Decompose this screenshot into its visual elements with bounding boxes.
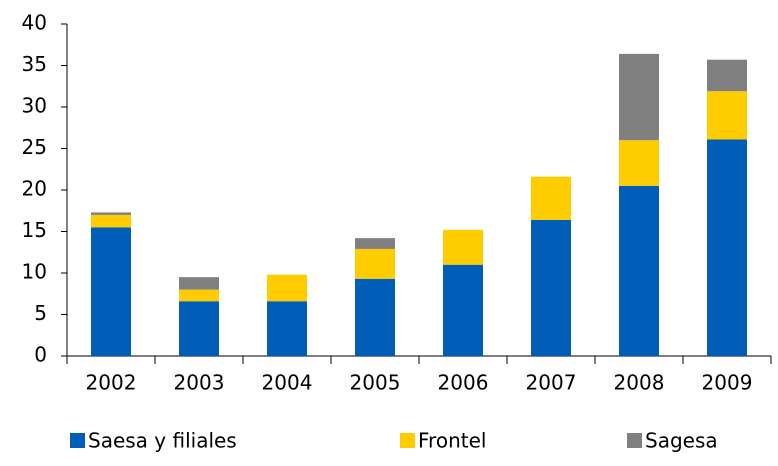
bar-segment (619, 140, 659, 186)
x-tick-label: 2008 (614, 371, 665, 395)
legend-label: Frontel (418, 429, 486, 453)
y-tick-label: 30 (22, 94, 47, 118)
bar-segment (707, 91, 747, 140)
y-tick-label: 15 (22, 218, 47, 242)
legend-label: Saesa y filiales (88, 429, 237, 453)
bar-segment (443, 264, 483, 356)
bar-segment (355, 278, 395, 356)
bar-segment (267, 301, 307, 356)
bar-segment (91, 214, 131, 228)
x-tick-label: 2003 (174, 371, 225, 395)
y-tick-label: 5 (34, 301, 47, 325)
legend-label: Sagesa (645, 429, 718, 453)
x-tick-label: 2007 (526, 371, 577, 395)
bar-segment (707, 139, 747, 356)
legend-swatch (400, 433, 415, 448)
bar-segment (531, 176, 571, 220)
bar-segment (531, 219, 571, 356)
x-tick-label: 2002 (86, 371, 137, 395)
x-tick-label: 2005 (350, 371, 401, 395)
bar-segment (91, 227, 131, 356)
bar-segment (179, 289, 219, 302)
x-tick-label: 2006 (438, 371, 489, 395)
y-tick-label: 20 (22, 177, 47, 201)
bar-segment (355, 248, 395, 279)
x-tick-label: 2004 (262, 371, 313, 395)
bar-segment (91, 212, 131, 215)
bar-segment (619, 185, 659, 356)
bar-segment (619, 53, 659, 141)
bar-segment (267, 274, 307, 302)
bar-segment (707, 59, 747, 92)
y-tick-label: 0 (34, 343, 47, 367)
bar-segment (179, 277, 219, 290)
y-tick-label: 35 (22, 52, 47, 76)
y-tick-label: 10 (22, 260, 47, 284)
y-tick-label: 25 (22, 135, 47, 159)
x-tick-label: 2009 (702, 371, 753, 395)
y-tick-label: 40 (22, 11, 47, 35)
legend-swatch (70, 433, 85, 448)
bar-segment (355, 238, 395, 249)
bar-segment (443, 229, 483, 265)
legend-swatch (627, 433, 642, 448)
bar-segment (179, 301, 219, 356)
